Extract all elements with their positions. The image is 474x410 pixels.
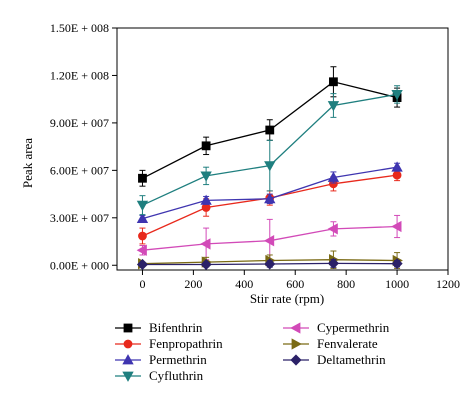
x-tick-label: 800 [337,277,355,291]
legend-label-bifenthrin: Bifenthrin [149,320,203,335]
legend-label-cyfluthrin: Cyfluthrin [149,368,204,383]
x-tick-label: 1200 [436,277,460,291]
legend-marker-fenpropathrin [123,339,133,349]
y-axis-ticks: 0.00E + 000 3.00E + 007 6.00E + 007 9.00E +… [50,21,117,272]
data-point-fenpropathrin [392,170,402,180]
data-point-cypermethrin [391,220,402,233]
x-axis-ticks: 0 200 400 600 800 1000 1200 [139,270,460,291]
data-point-bifenthrin [201,141,211,151]
plot-area-border [116,27,449,271]
y-axis-label: Peak area [20,138,35,188]
data-point-deltamethrin [200,258,212,271]
y-tick-label: 0.00E + 000 [50,258,109,272]
legend-label-fenpropathrin: Fenpropathrin [149,336,223,351]
data-point-bifenthrin [329,77,338,87]
legend-marker-fenvalerate [291,338,302,350]
legend-item-cyfluthrin: Cyfluthrin [115,368,204,383]
series-deltamethrin [136,257,403,271]
legend-item-deltamethrin: Deltamethrin [283,352,386,367]
data-point-cyfluthrin [200,171,212,182]
x-tick-label: 400 [235,277,253,291]
legend-label-cypermethrin: Cypermethrin [317,320,390,335]
y-tick-label: 1.50E + 008 [50,21,109,35]
x-tick-label: 1000 [385,277,409,291]
x-tick-label: 0 [139,277,145,291]
y-tick-label: 9.00E + 007 [50,116,109,130]
data-point-bifenthrin [265,125,275,135]
legend-item-cypermethrin: Cypermethrin [283,320,390,335]
legend-marker-permethrin [122,354,134,365]
y-tick-label: 6.00E + 007 [50,163,109,177]
x-axis-label: Stir rate (rpm) [250,291,324,306]
data-point-deltamethrin [136,258,149,271]
data-point-cypermethrin [263,235,275,247]
legend: BifenthrinFenpropathrinPermethrinCyfluth… [115,320,390,383]
data-point-cypermethrin [327,223,338,235]
data-point-permethrin [136,212,149,223]
data-point-bifenthrin [138,173,147,183]
data-point-deltamethrin [391,258,403,270]
legend-label-permethrin: Permethrin [149,352,207,367]
data-point-permethrin [200,194,212,205]
x-tick-label: 200 [184,277,202,291]
data-point-permethrin [391,161,403,172]
data-point-cyfluthrin [136,200,149,211]
x-tick-label: 600 [286,277,304,291]
legend-item-fenpropathrin: Fenpropathrin [115,336,223,351]
legend-item-fenvalerate: Fenvalerate [283,336,378,351]
legend-item-bifenthrin: Bifenthrin [115,320,203,335]
data-point-deltamethrin [264,258,276,270]
data-point-cypermethrin [136,244,147,256]
legend-label-fenvalerate: Fenvalerate [317,336,378,351]
legend-marker-bifenthrin [123,323,133,333]
series-bifenthrin [138,66,402,187]
series-layer [136,66,403,271]
series-cypermethrin [136,214,402,263]
data-point-cyfluthrin [264,161,276,172]
legend-marker-cypermethrin [290,322,301,334]
data-point-permethrin [327,171,340,182]
data-point-permethrin [264,192,276,204]
data-point-cyfluthrin [327,101,340,112]
data-point-fenpropathrin [138,231,147,241]
y-tick-label: 1.20E + 008 [50,68,109,82]
plot-frame [116,27,449,271]
series-cyfluthrin [136,85,403,216]
data-point-cypermethrin [200,238,211,250]
series-permethrin [136,161,403,223]
legend-label-deltamethrin: Deltamethrin [317,352,386,367]
legend-marker-deltamethrin [290,354,302,366]
data-point-cyfluthrin [391,90,403,101]
legend-marker-cyfluthrin [122,371,134,382]
legend-item-permethrin: Permethrin [115,352,207,367]
data-point-deltamethrin [327,257,339,269]
y-tick-label: 3.00E + 007 [50,211,109,225]
